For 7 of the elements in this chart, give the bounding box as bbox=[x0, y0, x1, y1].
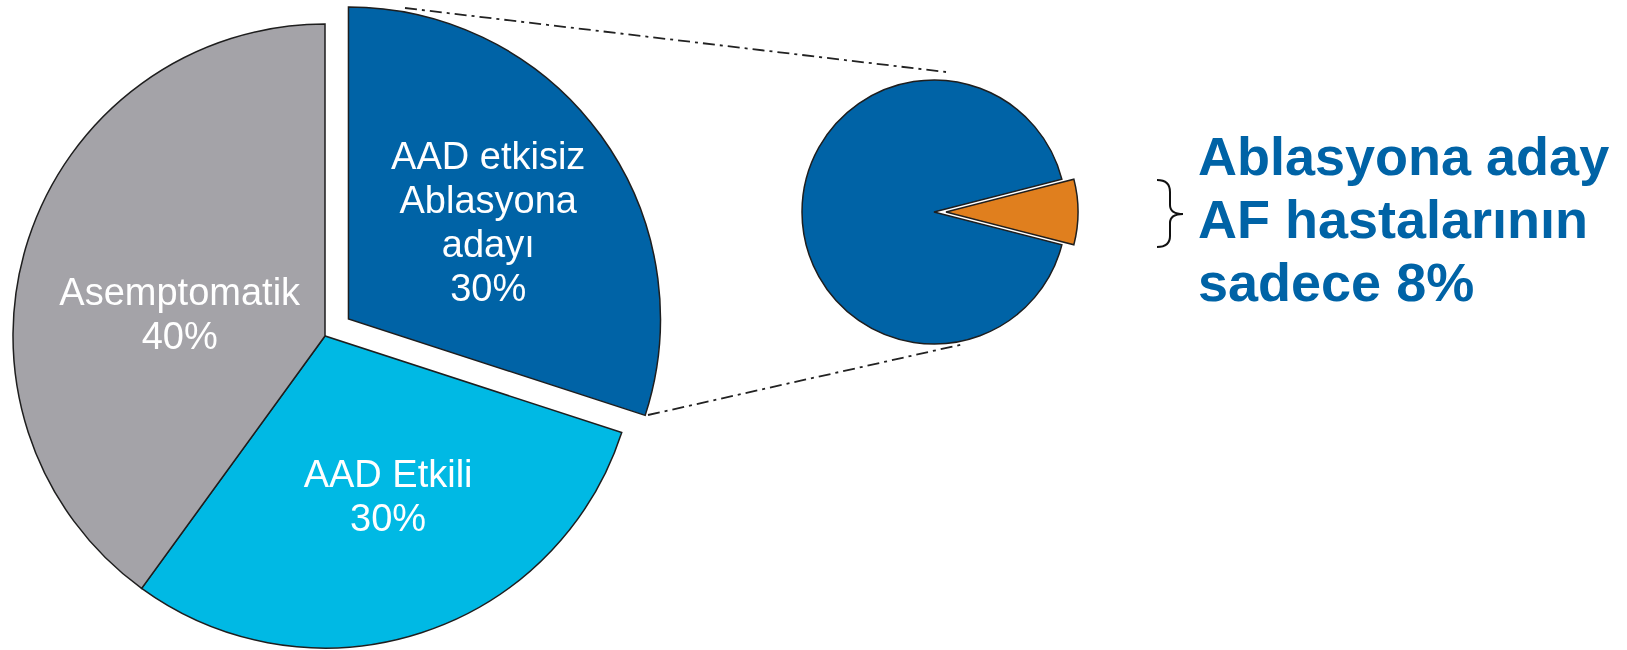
slice-label: AAD Etkili bbox=[303, 452, 473, 495]
data-label: 30% bbox=[350, 496, 427, 539]
slice-label: Asemptomatik bbox=[59, 270, 302, 313]
data-label: 30% bbox=[450, 267, 527, 310]
text: Ablasyona aday AF hastalarının sadece 8% bbox=[1198, 125, 1611, 314]
data-label: 40% bbox=[141, 314, 218, 357]
slice-label: AAD etkisiz Ablasyona adayı bbox=[391, 135, 586, 266]
